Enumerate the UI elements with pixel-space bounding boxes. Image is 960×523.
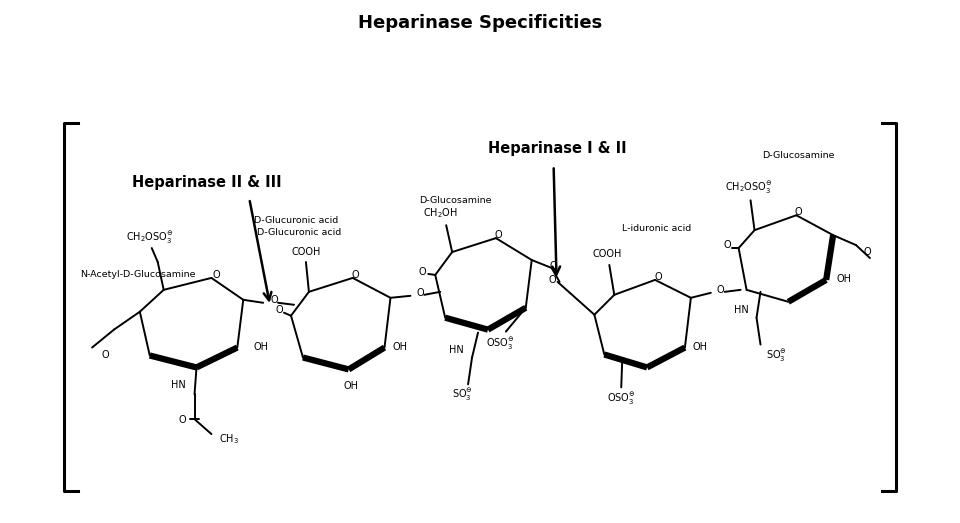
Text: D-Glucosamine: D-Glucosamine [419, 196, 492, 205]
Text: O: O [352, 270, 359, 280]
Text: O: O [212, 270, 220, 280]
Text: D-Glucuronic acid: D-Glucuronic acid [257, 228, 341, 236]
Text: O: O [795, 207, 803, 217]
Text: Heparinase II & III: Heparinase II & III [132, 175, 281, 190]
Text: O: O [276, 305, 283, 315]
Text: O: O [654, 272, 661, 282]
Text: HN: HN [171, 380, 185, 390]
Text: OH: OH [836, 274, 852, 284]
Text: O: O [864, 247, 872, 257]
Text: L-iduronic acid: L-iduronic acid [622, 224, 691, 233]
Text: O: O [723, 240, 731, 250]
Text: O: O [717, 285, 725, 295]
Text: D-Glucosamine: D-Glucosamine [762, 151, 834, 160]
Text: D-Glucuronic acid: D-Glucuronic acid [253, 215, 338, 225]
Text: O: O [179, 415, 186, 425]
Text: Heparinase Specificities: Heparinase Specificities [358, 14, 602, 32]
Text: SO$_3^{\ominus}$: SO$_3^{\ominus}$ [451, 387, 472, 403]
Text: O: O [549, 275, 557, 285]
Text: CH$_2$OSO$_3^{\ominus}$: CH$_2$OSO$_3^{\ominus}$ [126, 230, 174, 246]
Text: O: O [417, 288, 424, 298]
Text: OH: OH [343, 381, 358, 391]
Text: OH: OH [393, 342, 407, 351]
Text: Heparinase I & II: Heparinase I & II [489, 141, 627, 156]
Text: HN: HN [733, 305, 749, 315]
Text: O: O [101, 349, 108, 359]
Text: OH: OH [693, 342, 708, 351]
Text: CH$_3$: CH$_3$ [220, 432, 239, 446]
Text: SO$_3^{\ominus}$: SO$_3^{\ominus}$ [766, 347, 787, 363]
Text: COOH: COOH [592, 249, 622, 259]
Text: OSO$_3^{\ominus}$: OSO$_3^{\ominus}$ [486, 336, 515, 351]
Text: CH$_2$OSO$_3^{\ominus}$: CH$_2$OSO$_3^{\ominus}$ [725, 180, 773, 197]
Text: CH$_2$OH: CH$_2$OH [422, 207, 458, 220]
Text: O: O [419, 267, 426, 277]
Text: OSO$_3^{\ominus}$: OSO$_3^{\ominus}$ [607, 391, 636, 407]
Text: OH: OH [253, 342, 268, 351]
Text: HN: HN [449, 345, 464, 355]
Text: O: O [550, 261, 558, 271]
Text: O: O [494, 230, 502, 240]
Text: O: O [270, 295, 277, 305]
Text: COOH: COOH [291, 247, 321, 257]
Text: N-Acetyl-D-Glucosamine: N-Acetyl-D-Glucosamine [80, 270, 196, 279]
